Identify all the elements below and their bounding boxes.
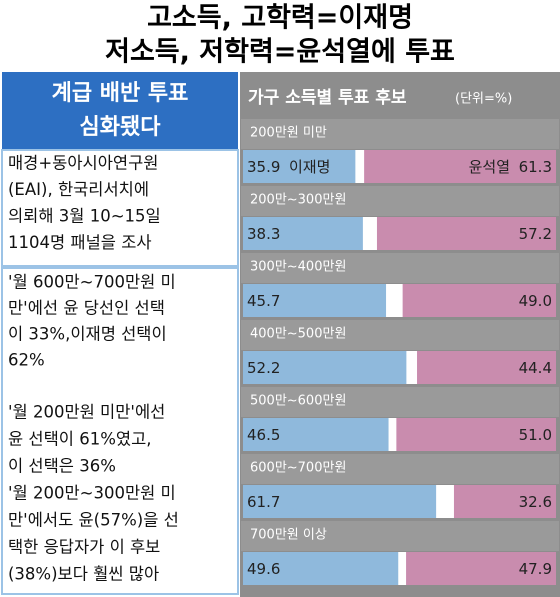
- note-box: [1, 267, 239, 595]
- bar: [453, 485, 556, 518]
- bar: [402, 284, 556, 317]
- legend-label: 윤석열: [469, 158, 510, 176]
- value-label: 61.7: [247, 493, 280, 511]
- bar: [243, 485, 437, 518]
- note-text: 매경+동아시아연구원: [8, 154, 158, 173]
- row-label-band: [241, 253, 559, 283]
- note-text: 의뢰해 3월 10~15일: [8, 207, 161, 226]
- value-label: 46.5: [247, 426, 280, 444]
- category-label: 300만~400만원: [250, 260, 346, 275]
- legend-label: 이재명: [289, 158, 330, 176]
- bar: [243, 217, 363, 250]
- note-box: [1, 149, 239, 267]
- bar: [396, 418, 556, 451]
- category-label: 500만~600만원: [250, 394, 346, 409]
- bar: [243, 284, 387, 317]
- value-label: 32.6: [519, 493, 552, 511]
- note-text: 윤 선택이 61%였고,: [8, 430, 152, 449]
- category-label: 200만원 미만: [250, 126, 327, 141]
- note-text: 62%: [8, 351, 45, 370]
- row-label-band: [241, 186, 559, 216]
- note-text: (38%)보다 훨씬 많아: [8, 565, 159, 584]
- bar: [243, 552, 399, 585]
- value-label: 52.2: [247, 359, 280, 377]
- bar: [243, 150, 356, 183]
- row-label-band: [241, 387, 559, 417]
- row-label-band: [241, 454, 559, 484]
- page-title: 고소득, 고학력=이재명: [147, 3, 413, 34]
- side-header: 계급 배반 투표: [52, 81, 189, 106]
- bar: [406, 552, 556, 585]
- value-label: 57.2: [519, 225, 552, 243]
- category-label: 400만~500만원: [250, 327, 346, 342]
- value-label: 35.9: [247, 158, 280, 176]
- note-text: 만'에서도 윤(57%)을 선: [8, 511, 179, 530]
- note-text: 택한 응답자가 이 후보: [8, 538, 160, 557]
- category-label: 600만~700만원: [250, 461, 346, 476]
- bar: [364, 150, 556, 183]
- note-text: (EAI), 한국리서치에: [8, 180, 149, 199]
- page-title: 저소득, 저학력=윤석열에 투표: [105, 37, 455, 68]
- bar: [243, 351, 407, 384]
- value-label: 61.3: [519, 158, 552, 176]
- note-text: '월 200만원 미만'에선: [8, 403, 165, 422]
- value-label: 38.3: [247, 225, 280, 243]
- note-text: 이 선택은 36%: [8, 457, 116, 476]
- note-text: '월 600만~700만원 미: [8, 273, 176, 292]
- row-label-band: [241, 119, 559, 149]
- note-text: 만'에선 윤 당선인 선택: [8, 299, 165, 318]
- category-label: 200만~300만원: [250, 193, 346, 208]
- value-label: 49.6: [247, 560, 280, 578]
- value-label: 49.0: [519, 292, 552, 310]
- value-label: 47.9: [519, 560, 552, 578]
- value-label: 51.0: [519, 426, 552, 444]
- value-label: 45.7: [247, 292, 280, 310]
- note-text: 이 33%,이재명 선택이: [8, 325, 167, 344]
- row-label-band: [241, 521, 559, 551]
- bar: [376, 217, 556, 250]
- bar: [243, 418, 389, 451]
- row-label-band: [241, 320, 559, 350]
- bar: [417, 351, 556, 384]
- category-label: 700만원 이상: [250, 528, 327, 543]
- note-text: 1104명 패널을 조사: [8, 233, 152, 252]
- value-label: 44.4: [519, 359, 552, 377]
- chart-subtitle: (단위=%): [455, 92, 512, 107]
- chart-title: 가구 소득별 투표 후보: [248, 87, 407, 108]
- note-text: '월 200만~300만원 미: [8, 484, 176, 503]
- side-header: 심화됐다: [80, 115, 162, 140]
- side-header-box: [2, 72, 238, 149]
